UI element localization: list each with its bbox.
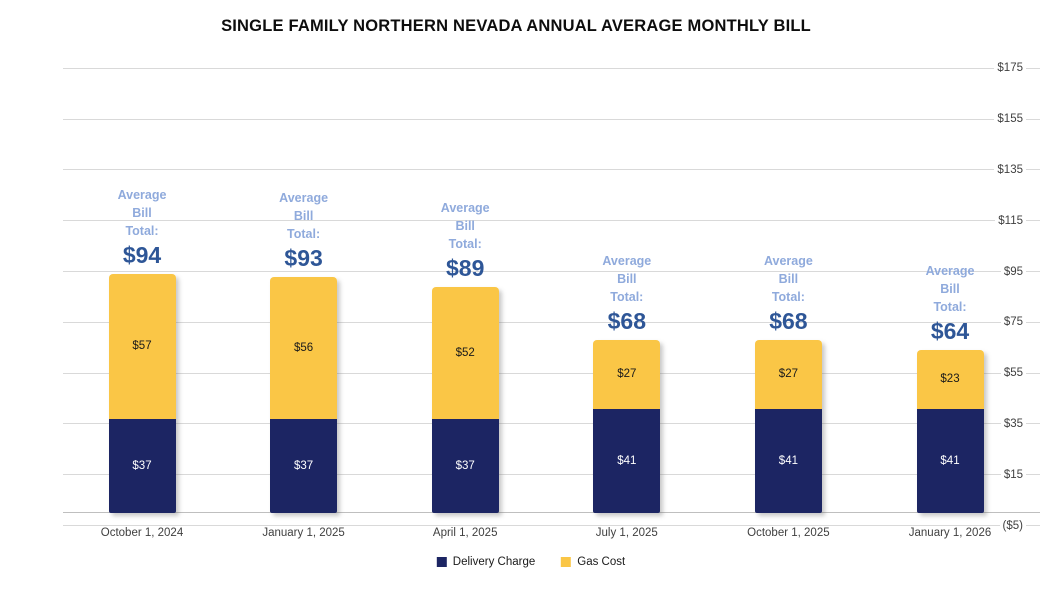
gridline (63, 67, 1040, 69)
gas-cost-segment: $57 (108, 274, 176, 419)
y-axis-tick-label: $75 (978, 315, 1026, 330)
y-axis-tick-label: ($5) (978, 518, 1026, 533)
y-axis-tick-label: $55 (978, 366, 1026, 381)
delivery-charge-segment: $37 (431, 418, 499, 513)
annotation-line: Bill (132, 206, 152, 221)
bar-october-1-2024: $57 $37 (108, 274, 176, 513)
bar-april-1-2025: $52 $37 (431, 286, 499, 513)
average-bill-total-annotation: Average Bill Total: $64 (890, 262, 1010, 344)
y-axis-tick-label: $175 (978, 61, 1026, 76)
bar-january-1-2026: $23 $41 (916, 350, 984, 513)
annotation-line: Total: (448, 236, 482, 251)
average-bill-total-annotation: Average Bill Total: $89 (405, 199, 525, 281)
legend: Delivery Charge Gas Cost (436, 556, 625, 568)
legend-swatch-gas-cost (561, 557, 572, 567)
annotation-total-value: $68 (607, 308, 646, 335)
average-bill-total-annotation: Average Bill Total: $68 (567, 252, 687, 334)
legend-item-gas-cost: Gas Cost (561, 556, 625, 568)
gridline (63, 423, 1040, 425)
gas-cost-segment: $56 (270, 276, 338, 419)
annotation-line: Bill (293, 208, 314, 223)
annotation-total-value: $68 (769, 308, 808, 335)
delivery-charge-segment: $41 (754, 408, 822, 513)
legend-swatch-delivery-charge (436, 557, 447, 567)
average-bill-total-annotation: Average Bill Total: $68 (728, 252, 848, 334)
average-bill-total-annotation: Average Bill Total: $94 (82, 186, 202, 268)
average-bill-total-annotation: Average Bill Total: $93 (244, 189, 364, 271)
gas-cost-segment: $52 (431, 286, 499, 419)
annotation-line: Total: (610, 290, 644, 305)
y-axis-tick-label: $35 (978, 416, 1026, 431)
annotation-total-value: $94 (122, 242, 162, 269)
annotation-total-value: $64 (930, 318, 970, 345)
delivery-charge-segment: $41 (916, 408, 984, 513)
annotation-line: Average (602, 254, 652, 269)
bar-january-1-2025: $56 $37 (270, 276, 338, 513)
legend-label: Delivery Charge (452, 556, 536, 568)
bar-july-1-2025: $27 $41 (593, 340, 661, 513)
annotation-line: Average (440, 200, 490, 215)
gas-cost-segment: $27 (593, 340, 661, 409)
y-axis-tick-label: $15 (978, 467, 1026, 482)
y-axis-tick-label: $115 (978, 213, 1026, 228)
annotation-line: Bill (455, 218, 475, 233)
gridline (63, 474, 1040, 476)
annotation-line: Total: (125, 224, 159, 239)
annotation-line: Total: (771, 290, 805, 305)
annotation-line: Bill (940, 282, 960, 297)
annotation-line: Bill (778, 272, 799, 287)
x-axis-category-label: April 1, 2025 (432, 527, 498, 539)
annotation-line: Average (279, 190, 329, 205)
annotation-line: Average (117, 188, 167, 203)
y-axis-tick-label: $155 (978, 112, 1026, 127)
delivery-charge-segment: $37 (108, 418, 176, 513)
annotation-line: Average (925, 264, 975, 279)
bar-october-1-2025: $27 $41 (754, 340, 822, 513)
zero-axis-line (63, 512, 1040, 514)
legend-label: Gas Cost (577, 556, 626, 568)
gas-cost-segment: $27 (754, 340, 822, 409)
gridline (63, 525, 1040, 526)
legend-item-delivery-charge: Delivery Charge (436, 556, 536, 568)
chart-title: SINGLE FAMILY NORTHERN NEVADA ANNUAL AVE… (221, 17, 811, 35)
gridline (63, 372, 1040, 374)
x-axis-category-label: October 1, 2025 (747, 527, 830, 539)
y-axis-tick-label: $135 (978, 162, 1026, 177)
gridline (63, 271, 1040, 272)
gridline (63, 220, 1040, 222)
gridline (63, 118, 1040, 120)
x-axis-category-label: October 1, 2024 (100, 527, 184, 539)
x-axis-category-label: January 1, 2025 (262, 527, 345, 539)
annotation-line: Total: (933, 300, 967, 315)
gridline (63, 169, 1040, 171)
annotation-line: Average (763, 254, 813, 269)
x-axis-category-label: July 1, 2025 (595, 527, 658, 539)
gridline (63, 321, 1040, 323)
delivery-charge-segment: $41 (593, 408, 661, 513)
annotation-total-value: $89 (446, 254, 485, 281)
annotation-line: Bill (617, 272, 637, 287)
annotation-total-value: $93 (284, 244, 323, 271)
y-axis-tick-label: $95 (978, 264, 1026, 279)
x-axis-category-label: January 1, 2026 (908, 527, 992, 539)
delivery-charge-segment: $37 (270, 418, 338, 513)
gas-cost-segment: $23 (916, 350, 984, 409)
annotation-line: Total: (287, 226, 321, 241)
